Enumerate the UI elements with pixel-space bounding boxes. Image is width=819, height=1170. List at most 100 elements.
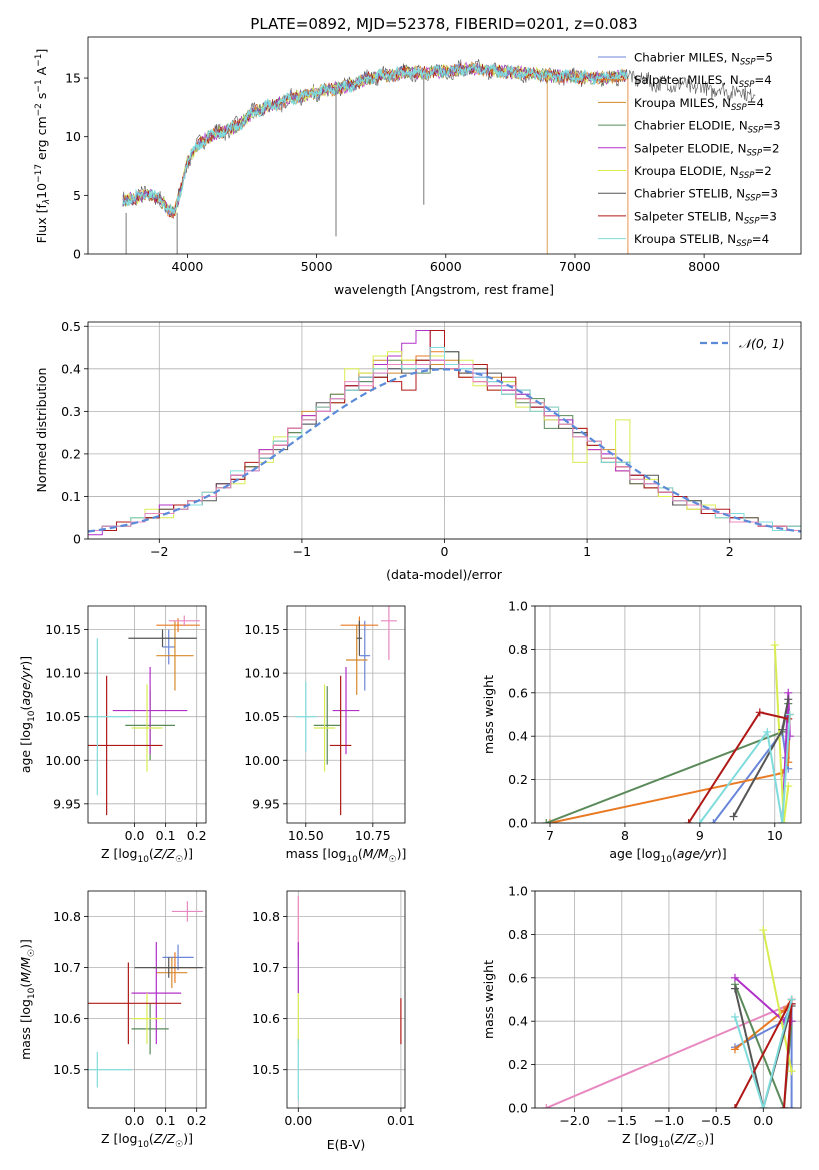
weight-marker [784,695,793,704]
y-axis-label: age [log10(age/yr)] [18,656,37,773]
legend-label: Kroupa STELIB, NSSP=4 [634,232,769,249]
y-tick-label: 1.0 [508,884,528,899]
ticks: 4000 5000 6000 7000 8000 0 5 10 15 [65,71,720,274]
y-tick-label: 5 [73,188,81,203]
legend-label: Salpeter MILES, NSSP=4 [634,73,772,90]
plot-area [542,641,794,823]
weight-marker [784,714,793,723]
x-axis-label: mass [log10(M/M☉)] [286,846,407,865]
y-tick-label: 10.00 [244,753,280,768]
y-tick-label: 10.00 [45,753,81,768]
plot-area [122,59,756,254]
weight-marker [729,812,738,821]
spectrum-line-kroupa_stelib [122,63,628,214]
y-tick-label: 0.4 [508,729,528,744]
x-axis-label: Z [log10(Z/Z☉)] [101,1131,193,1150]
plot-area [88,615,200,816]
x-tick-label: 0.0 [753,1113,773,1128]
x-tick-label: 1 [583,544,591,559]
y-tick-label: 9.95 [53,796,81,811]
axes-frame [87,890,207,1109]
y-tick-label: 0 [73,532,81,547]
x-tick-label: 0.00 [284,1113,312,1128]
weight-marker [684,819,693,823]
weight-marker [545,819,554,823]
axes-residuals: −2 −1 0 1 2 0 0.1 0.2 0.3 0.4 0.5 (data-model)/erro… [34,319,802,582]
axes-mass_vs_Z: 0.0 0.1 0.2 10.5 10.6 10.7 10.8 Z [log10(Z/Z☉)]… [18,890,207,1150]
weight-line-chabrier_stelib [734,988,793,1108]
weight-marker [730,1012,739,1021]
weight-marker [759,1104,768,1108]
y-tick-label: 0.2 [508,772,528,787]
axes-age_vs_Z: 0.0 0.1 0.2 9.95 10.00 10.05 10.10 10.15 Z [log1… [18,605,207,865]
x-tick-label: 0.2 [187,828,207,843]
y-axis-label: Flux [fλ10−17 erg cm−2 s−1 A−1] [34,49,52,244]
y-tick-label: 15 [65,71,81,86]
weight-marker [730,1104,739,1108]
x-tick-label: −1 [293,544,311,559]
weight-marker [755,708,764,717]
weight-marker [785,732,794,741]
y-tick-label: 10.10 [45,666,81,681]
x-tick-label: 2 [726,544,734,559]
x-axis-label: (data-model)/error [386,567,503,582]
weight-marker [730,984,739,993]
y-axis-label: mass weight [481,675,496,754]
weight-marker [730,973,739,982]
ticks: −2 −1 0 1 2 0 0.1 0.2 0.3 0.4 0.5 [61,319,734,559]
axes-frame [534,605,802,824]
weight-line-pink [545,1002,792,1108]
y-tick-label: 0.4 [61,361,81,376]
y-tick-label: 10.10 [244,666,280,681]
x-tick-label: −2.0 [559,1113,589,1128]
legend-label: Salpeter STELIB, NSSP=3 [634,209,777,226]
weight-line-kroupa_elodie [773,645,790,823]
y-tick-label: 0.4 [508,1014,528,1029]
plot-area [295,606,397,816]
axes-mass_vs_ebv: 0.00 0.01 10.5 10.6 10.7 10.8 E(B-V) [252,890,415,1152]
y-tick-label: 1.0 [508,599,528,614]
weight-marker [759,926,768,935]
y-tick-label: 10.7 [252,960,280,975]
weight-marker [785,710,794,719]
ticks: 10.50 10.75 9.95 10.00 10.05 10.10 10.15 [244,622,391,843]
y-tick-label: 0.2 [61,446,81,461]
ticks: 0.0 0.1 0.2 10.5 10.6 10.7 10.8 [53,909,206,1128]
x-tick-label: 8000 [688,259,720,274]
y-tick-label: 10.05 [244,709,280,724]
spectrum-line-chabrier_stelib [122,59,756,219]
y-tick-label: 0.6 [508,685,528,700]
y-tick-label: 0.5 [61,319,81,334]
x-tick-label: 10.50 [288,828,324,843]
ticks: −2.0 −1.5 −1.0 −0.5 0.0 0.0 0.2 0.4 0.6 0.8 1.0 [508,884,773,1129]
y-axis-label: mass [log10(M/M☉)] [18,939,37,1060]
axes-frame [286,890,406,1109]
weight-marker [778,819,787,823]
chart-title: PLATE=0892, MJD=52378, FIBERID=0201, z=0… [250,15,637,33]
x-tick-label: 7000 [559,259,591,274]
legend-label: Salpeter ELODIE, NSSP=2 [634,141,779,158]
normal-curve [88,368,801,533]
y-tick-label: 0.2 [508,1057,528,1072]
axes-frame [286,605,406,824]
y-tick-label: 0.0 [508,1101,528,1116]
axes-mass_weight_vs_Z: −2.0 −1.5 −1.0 −0.5 0.0 0.0 0.2 0.4 0.6 0.8 1.0 Z [… [481,884,802,1150]
weight-line-kroupa_stelib [734,999,793,1108]
y-axis-label: mass weight [481,960,496,1039]
x-tick-label: 7 [546,828,554,843]
spectrum-line-kroupa_elodie [122,63,627,219]
y-tick-label: 10.8 [252,909,280,924]
x-tick-label: 6000 [430,259,462,274]
ticks: 0.00 0.01 10.5 10.6 10.7 10.8 [252,909,415,1128]
axes-mass_weight_vs_age: 7 8 9 10 0.0 0.2 0.4 0.6 0.8 1.0 age [log10(age/yr… [481,599,802,865]
weight-marker [695,819,704,823]
legend-label: Kroupa MILES, NSSP=4 [634,96,764,113]
y-tick-label: 10.05 [45,709,81,724]
plot-area [88,901,203,1088]
y-tick-label: 0.8 [508,642,528,657]
weight-marker [709,819,718,823]
x-tick-label: 9 [696,828,704,843]
weight-line-chabrier_elodie [545,703,790,823]
axes-frame [534,890,802,1109]
